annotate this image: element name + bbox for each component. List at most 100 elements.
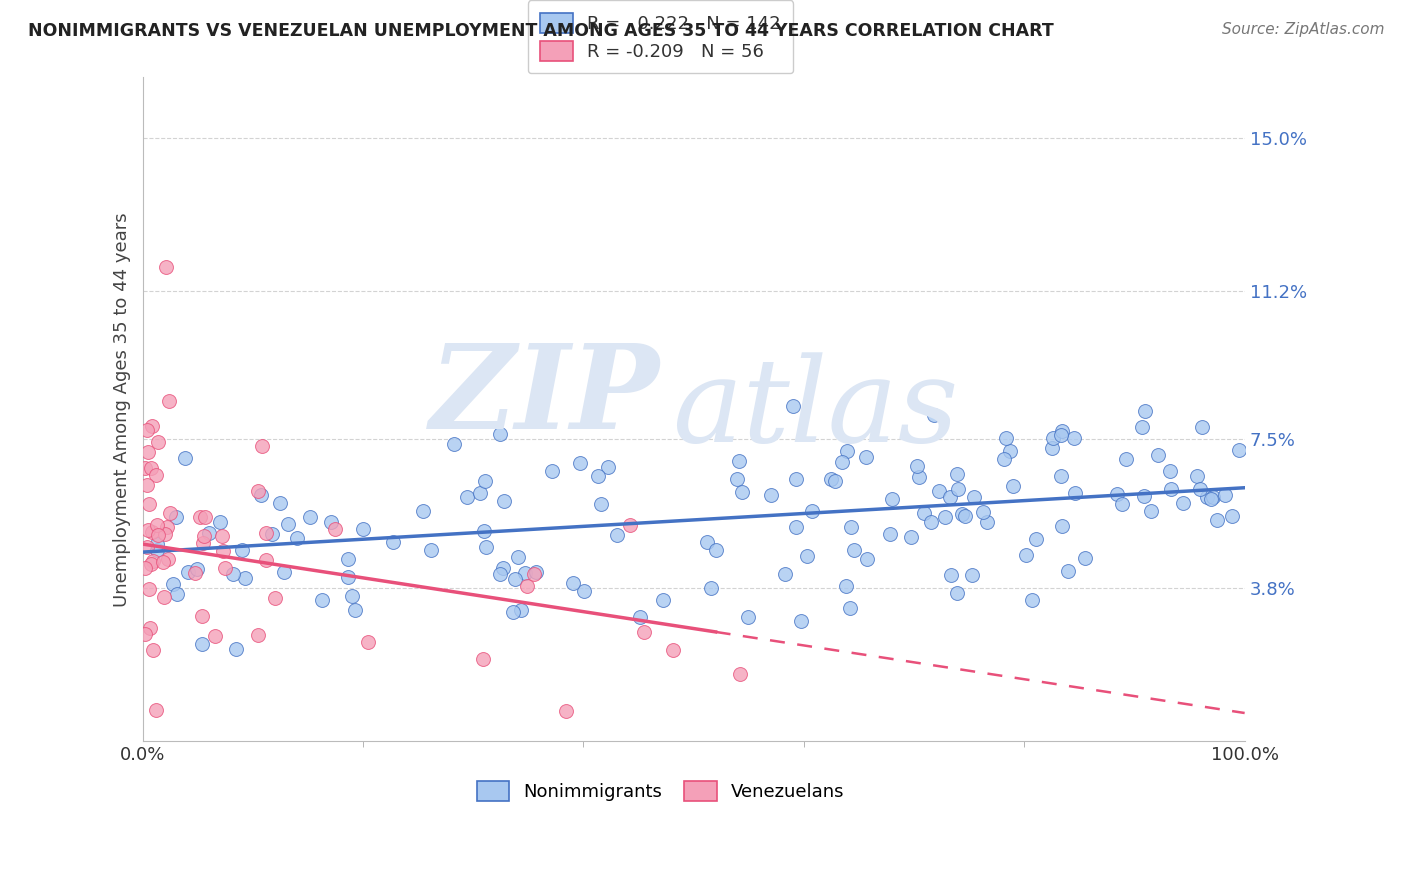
Point [831, 455, 853, 469]
Point [785, 472, 807, 486]
Point [141, 419, 163, 434]
Point [1206, 513, 1229, 527]
Point [1050, 519, 1073, 533]
Point [277, 517, 299, 532]
Point [1171, 496, 1194, 510]
Point [138, 444, 160, 458]
Point [246, 484, 269, 499]
Point [1147, 448, 1170, 462]
Point [1001, 478, 1024, 492]
Point [509, 603, 531, 617]
Point [134, 627, 156, 641]
Point [193, 536, 215, 550]
Point [488, 427, 510, 442]
Point [1195, 490, 1218, 504]
Text: NONIMMIGRANTS VS VENEZUELAN UNEMPLOYMENT AMONG AGES 35 TO 44 YEARS CORRELATION C: NONIMMIGRANTS VS VENEZUELAN UNEMPLOYMENT… [28, 22, 1054, 40]
Point [136, 523, 159, 537]
Point [824, 474, 846, 488]
Point [204, 629, 226, 643]
Point [142, 554, 165, 568]
Point [1130, 420, 1153, 434]
Point [1042, 441, 1064, 455]
Point [696, 535, 718, 549]
Point [174, 451, 197, 466]
Point [515, 566, 537, 580]
Point [269, 496, 291, 510]
Point [471, 652, 494, 666]
Legend: Nonimmigrants, Venezuelans: Nonimmigrants, Venezuelans [465, 770, 855, 812]
Point [157, 393, 180, 408]
Point [249, 488, 271, 502]
Point [492, 493, 515, 508]
Point [835, 444, 858, 458]
Point [1140, 504, 1163, 518]
Point [188, 509, 211, 524]
Point [838, 600, 860, 615]
Point [972, 505, 994, 519]
Point [254, 525, 277, 540]
Point [912, 507, 935, 521]
Point [225, 641, 247, 656]
Point [1227, 442, 1250, 457]
Point [285, 532, 308, 546]
Point [337, 552, 360, 566]
Point [700, 581, 723, 595]
Point [134, 460, 156, 475]
Point [651, 593, 673, 607]
Point [1063, 431, 1085, 445]
Point [1188, 483, 1211, 497]
Point [145, 703, 167, 717]
Point [139, 557, 162, 571]
Point [1159, 464, 1181, 478]
Point [619, 518, 641, 533]
Point [152, 555, 174, 569]
Point [311, 593, 333, 607]
Point [146, 543, 169, 558]
Point [662, 642, 685, 657]
Point [319, 515, 342, 529]
Point [506, 550, 529, 565]
Point [928, 484, 950, 499]
Point [211, 528, 233, 542]
Point [193, 529, 215, 543]
Point [730, 666, 752, 681]
Point [628, 610, 651, 624]
Point [194, 510, 217, 524]
Point [502, 605, 524, 619]
Point [491, 560, 513, 574]
Point [725, 472, 748, 486]
Point [785, 520, 807, 534]
Point [139, 460, 162, 475]
Point [1132, 489, 1154, 503]
Point [191, 608, 214, 623]
Point [212, 544, 235, 558]
Point [254, 553, 277, 567]
Point [214, 561, 236, 575]
Point [1021, 592, 1043, 607]
Point [905, 458, 928, 473]
Point [1015, 548, 1038, 562]
Point [1073, 551, 1095, 566]
Point [412, 504, 434, 518]
Point [1050, 424, 1073, 438]
Point [142, 643, 165, 657]
Point [800, 504, 823, 518]
Point [727, 453, 749, 467]
Point [856, 552, 879, 566]
Point [516, 579, 538, 593]
Point [839, 520, 862, 534]
Point [900, 530, 922, 544]
Point [1160, 482, 1182, 496]
Point [298, 509, 321, 524]
Point [523, 567, 546, 582]
Point [939, 490, 962, 504]
Point [489, 566, 512, 581]
Point [908, 470, 931, 484]
Point [190, 638, 212, 652]
Point [820, 472, 842, 486]
Point [946, 585, 969, 599]
Point [155, 520, 177, 534]
Point [761, 488, 783, 502]
Point [633, 625, 655, 640]
Point [596, 459, 619, 474]
